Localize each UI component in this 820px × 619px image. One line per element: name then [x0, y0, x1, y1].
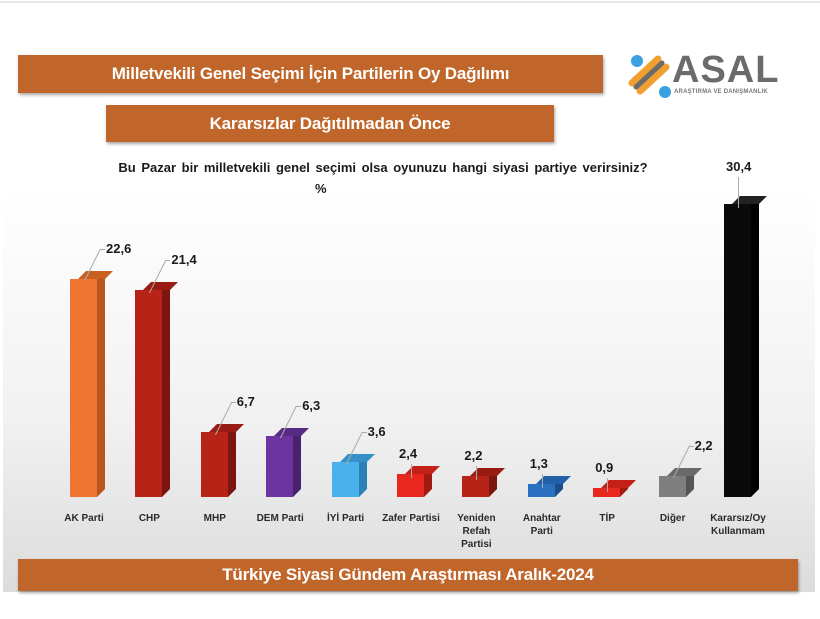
- value-label: 6,7: [236, 394, 255, 410]
- bar-top-face: [78, 270, 113, 279]
- unit-label: %: [315, 181, 327, 196]
- logo-tagline: ARAŞTIRMA VE DANIŞMANLIK: [674, 89, 768, 95]
- bar-top-face: [339, 454, 375, 463]
- category-label: İYİ Parti: [326, 513, 365, 524]
- category-label: AK Parti: [64, 513, 104, 524]
- bar-top-face: [274, 428, 310, 437]
- value-label: 3,6: [367, 424, 386, 440]
- chart-subtitle: Kararsızlar Dağıtılmadan Önce: [209, 113, 451, 133]
- footer-banner: Türkiye Siyasi Gündem Araştırması Aralık…: [18, 559, 798, 591]
- bar-front-face: [527, 484, 555, 497]
- value-label: 1,3: [529, 456, 548, 472]
- bar-chp: [135, 282, 179, 497]
- value-label: 22,6: [106, 240, 132, 256]
- bar-kararsız-oy-kullanmam: [724, 195, 767, 497]
- bar-front-face: [135, 290, 163, 497]
- bar-front-face: [331, 462, 359, 497]
- bar-front-face: [658, 475, 686, 497]
- bar-diğer: [658, 467, 702, 497]
- bar-front-face: [266, 436, 294, 497]
- bar-top-face: [208, 424, 244, 433]
- bar-front-face: [70, 278, 97, 497]
- chart-subtitle-banner: Kararsızlar Dağıtılmadan Önce: [106, 105, 554, 142]
- asal-logo: ASAL ARAŞTIRMA VE DANIŞMANLIK: [628, 49, 778, 103]
- label-leader-tick: [100, 248, 105, 250]
- bar-side-face: [227, 424, 236, 497]
- bar-front-face: [397, 473, 424, 497]
- label-leader-line: [541, 474, 543, 489]
- bar-top-face: [666, 467, 702, 476]
- bar-zafer-partisi: [397, 465, 440, 497]
- bar-i-yi-parti: [331, 454, 375, 497]
- category-label: MHP: [203, 513, 226, 524]
- value-label: 6,3: [302, 398, 321, 414]
- category-label: DEM Parti: [256, 513, 304, 524]
- value-label: 2,2: [464, 447, 483, 463]
- label-leader-line: [738, 176, 739, 208]
- label-leader-line: [476, 465, 478, 480]
- bar-ti-p: [593, 480, 637, 497]
- category-label: Anahtar Parti: [522, 513, 561, 537]
- survey-question: Bu Pazar bir milletvekili genel seçimi o…: [118, 160, 648, 175]
- chart-slide: Milletvekili Genel Seçimi İçin Partileri…: [3, 20, 815, 592]
- bar-front-face: [200, 432, 228, 497]
- asal-logo-mark-icon: [628, 55, 671, 98]
- value-label: 2,2: [694, 437, 713, 453]
- category-label: Zafer Partisi: [382, 513, 440, 524]
- logo-name: ASAL: [672, 49, 780, 91]
- bar-dem-parti: [266, 428, 310, 497]
- bar-top-face: [143, 282, 179, 291]
- label-leader-tick: [361, 432, 367, 434]
- label-leader-line: [607, 478, 609, 493]
- top-border-line: [0, 1, 820, 3]
- chart-title: Milletvekili Genel Seçimi İçin Partileri…: [111, 64, 510, 83]
- value-label: 2,4: [399, 445, 418, 461]
- chart-title-banner: Milletvekili Genel Seçimi İçin Partileri…: [18, 55, 603, 93]
- bar-side-face: [97, 270, 105, 497]
- bar-side-face: [293, 428, 302, 497]
- bar-front-face: [724, 203, 751, 497]
- category-label: Kararsız/Oy Kullanmam: [710, 513, 766, 537]
- bar-side-face: [751, 195, 759, 497]
- bar-ak-parti: [70, 270, 113, 497]
- bar-yeniden-refah-partisi: [462, 467, 506, 497]
- bar-side-face: [162, 282, 171, 497]
- category-label: CHP: [138, 513, 160, 524]
- label-leader-tick: [296, 406, 302, 408]
- label-leader-tick: [688, 445, 694, 447]
- bar-anahtar-parti: [527, 476, 571, 497]
- bar-front-face: [593, 488, 621, 497]
- footer-text: Türkiye Siyasi Gündem Araştırması Aralık…: [222, 565, 594, 584]
- label-leader-line: [411, 463, 412, 478]
- category-label: Yeniden Refah Partisi: [457, 513, 496, 550]
- value-label: 0,9: [595, 460, 614, 476]
- label-leader-tick: [230, 402, 236, 404]
- category-label: TİP: [599, 513, 615, 524]
- label-leader-tick: [165, 260, 171, 262]
- value-label: 30,4: [726, 158, 752, 174]
- value-label: 21,4: [171, 252, 197, 268]
- bar-mhp: [200, 424, 244, 497]
- bar-front-face: [462, 475, 490, 497]
- category-label: Diğer: [659, 513, 686, 524]
